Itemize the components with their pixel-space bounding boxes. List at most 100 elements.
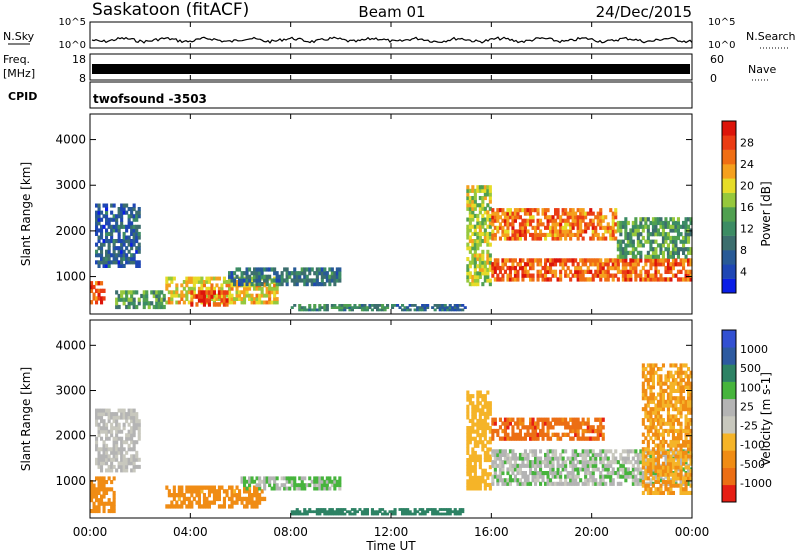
power-cell	[192, 286, 196, 291]
velocity-cell	[95, 436, 99, 441]
velocity-cell	[516, 421, 520, 426]
power-cell	[190, 276, 194, 281]
velocity-cell	[536, 474, 540, 479]
power-cell	[421, 304, 425, 307]
velocity-cell	[200, 504, 204, 509]
velocity-cell	[531, 460, 535, 465]
velocity-cell	[666, 410, 670, 415]
power-cell	[293, 282, 297, 287]
velocity-cell	[559, 478, 563, 483]
power-cell	[135, 260, 139, 265]
velocity-cell	[308, 476, 312, 481]
cpid-panel	[89, 81, 693, 109]
velocity-cell	[659, 432, 663, 437]
power-cell	[212, 290, 216, 295]
power-cell	[586, 222, 590, 227]
power-cell	[107, 242, 111, 247]
power-cell	[308, 308, 312, 312]
power-cell	[521, 277, 525, 282]
power-cell	[609, 236, 613, 241]
velocity-cell	[172, 489, 176, 494]
power-cell	[396, 304, 400, 307]
power-cell	[654, 228, 658, 233]
power-cell	[363, 306, 367, 309]
power-cell	[102, 296, 106, 301]
power-cell	[521, 229, 525, 234]
velocity-cell	[516, 425, 520, 430]
velocity-cell	[107, 464, 111, 469]
velocity-cell	[534, 432, 538, 437]
power-cell	[629, 239, 633, 244]
velocity-cell	[671, 439, 675, 444]
power-cell	[125, 239, 129, 244]
velocity-cell	[539, 474, 543, 479]
power-cell	[513, 273, 517, 278]
power-cell	[511, 265, 515, 271]
power-cell	[233, 282, 237, 287]
velocity-cell	[305, 483, 309, 488]
velocity-cell	[684, 414, 688, 419]
velocity-cell	[651, 447, 655, 452]
power-cell	[626, 243, 630, 248]
velocity-cell	[318, 479, 322, 484]
velocity-cell	[511, 449, 515, 454]
velocity-cell	[330, 510, 334, 514]
velocity-cell	[503, 428, 507, 434]
velocity-cell	[210, 485, 214, 490]
power-cell	[157, 293, 161, 299]
power-cell	[666, 235, 670, 241]
power-cell	[674, 262, 678, 267]
velocity-cell	[531, 425, 535, 430]
velocity-cell	[125, 436, 129, 441]
power-cell	[165, 276, 169, 281]
power-cell	[466, 217, 470, 222]
velocity-cell	[604, 467, 608, 472]
velocity-cell	[621, 474, 625, 479]
velocity-cell	[551, 467, 555, 472]
power-cell	[255, 286, 259, 291]
velocity-cell	[669, 490, 673, 495]
power-cell	[687, 235, 691, 241]
power-cell	[238, 293, 242, 298]
power-cell	[473, 274, 477, 279]
velocity-cell	[649, 399, 653, 404]
velocity-cell	[609, 478, 613, 483]
power-cell	[544, 262, 548, 267]
power-cell	[684, 258, 688, 263]
velocity-cell	[436, 512, 440, 516]
power-cell	[92, 296, 96, 301]
velocity-cell	[471, 408, 475, 413]
velocity-cell	[684, 418, 688, 423]
power-cell	[338, 308, 342, 312]
velocity-cell	[651, 396, 655, 401]
velocity-cell	[544, 481, 548, 486]
velocity-cell	[682, 403, 686, 408]
velocity-cell	[669, 388, 673, 393]
velocity-cell	[506, 460, 510, 465]
power-cell	[521, 273, 525, 278]
power-cell	[666, 254, 670, 259]
velocity-cell	[115, 433, 119, 438]
velocity-cell	[679, 399, 683, 404]
power-cell	[506, 225, 510, 230]
power-cell	[250, 271, 254, 276]
velocity-cell	[561, 463, 565, 468]
velocity-cell	[308, 510, 312, 514]
power-cell	[185, 276, 189, 281]
velocity-cell	[473, 475, 477, 480]
velocity-cell	[471, 418, 475, 423]
power-cell	[130, 221, 134, 226]
power-cell	[574, 215, 578, 220]
velocity-cell	[616, 481, 620, 486]
velocity-cell	[335, 512, 339, 516]
power-cell	[486, 192, 490, 197]
power-cell	[626, 273, 630, 278]
power-cell	[671, 243, 675, 248]
power-cell	[669, 254, 673, 259]
velocity-cell	[674, 378, 678, 383]
power-cell	[295, 282, 299, 287]
power-cell	[496, 265, 500, 271]
velocity-cell	[541, 436, 545, 441]
power-cell	[283, 267, 287, 272]
colorbar-swatch	[722, 416, 736, 434]
